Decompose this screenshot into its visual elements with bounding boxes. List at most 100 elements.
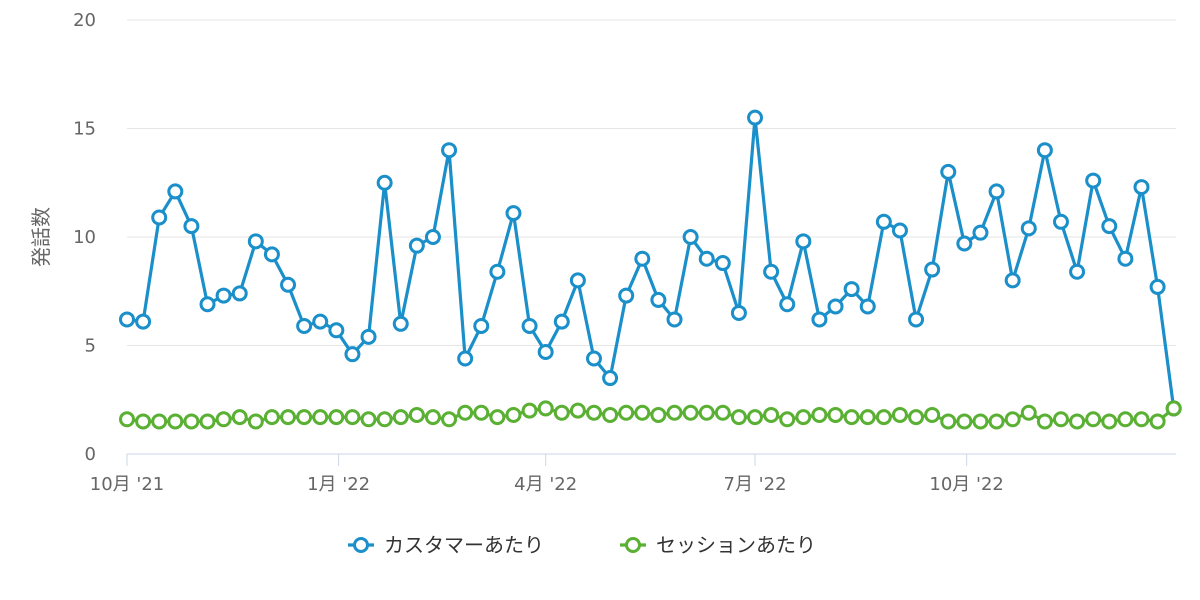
data-point[interactable] — [924, 406, 941, 423]
data-point[interactable] — [666, 404, 683, 421]
data-point[interactable] — [988, 183, 1005, 200]
data-point[interactable] — [167, 413, 184, 430]
data-point[interactable] — [730, 304, 747, 321]
data-point[interactable] — [682, 229, 699, 245]
data-point[interactable] — [199, 413, 216, 430]
data-point[interactable] — [859, 409, 876, 426]
data-point[interactable] — [763, 406, 780, 423]
data-point[interactable] — [263, 246, 280, 263]
data-point[interactable] — [296, 409, 313, 426]
data-point[interactable] — [940, 163, 957, 180]
data-point[interactable] — [747, 409, 764, 426]
data-point[interactable] — [1133, 411, 1150, 428]
data-point[interactable] — [1117, 250, 1134, 267]
data-point[interactable] — [666, 311, 683, 328]
data-point[interactable] — [602, 406, 619, 423]
data-point[interactable] — [360, 411, 377, 428]
data-point[interactable] — [1149, 413, 1166, 430]
data-point[interactable] — [827, 298, 844, 315]
data-point[interactable] — [328, 409, 345, 426]
data-point[interactable] — [521, 402, 538, 419]
data-point[interactable] — [795, 409, 812, 426]
data-point[interactable] — [231, 285, 248, 302]
data-point[interactable] — [376, 174, 393, 191]
data-point[interactable] — [956, 235, 973, 252]
data-point[interactable] — [151, 209, 168, 226]
legend-item[interactable]: カスタマーあたり — [348, 533, 544, 557]
data-point[interactable] — [505, 406, 522, 423]
data-point[interactable] — [795, 233, 812, 250]
data-point[interactable] — [441, 142, 458, 159]
data-point[interactable] — [602, 370, 619, 387]
data-point[interactable] — [489, 409, 506, 426]
data-point[interactable] — [247, 413, 264, 430]
legend-item[interactable]: セッションあたり — [620, 533, 816, 557]
data-point[interactable] — [891, 222, 908, 239]
data-point[interactable] — [360, 328, 377, 345]
data-point[interactable] — [215, 411, 232, 428]
data-point[interactable] — [650, 406, 667, 423]
data-point[interactable] — [441, 411, 458, 428]
data-point[interactable] — [1149, 278, 1166, 295]
data-point[interactable] — [940, 413, 957, 430]
data-point[interactable] — [1052, 411, 1069, 428]
data-point[interactable] — [521, 317, 538, 334]
data-point[interactable] — [119, 411, 135, 428]
data-point[interactable] — [779, 296, 796, 313]
data-point[interactable] — [280, 276, 297, 293]
data-point[interactable] — [634, 250, 651, 267]
data-point[interactable] — [424, 229, 441, 245]
data-point[interactable] — [183, 218, 200, 235]
data-point[interactable] — [1085, 172, 1102, 189]
data-point[interactable] — [263, 409, 280, 426]
data-point[interactable] — [199, 296, 216, 313]
data-point[interactable] — [1101, 218, 1118, 235]
data-point[interactable] — [714, 255, 731, 272]
data-point[interactable] — [843, 409, 860, 426]
data-point[interactable] — [811, 406, 828, 423]
data-point[interactable] — [811, 311, 828, 328]
data-point[interactable] — [875, 213, 892, 230]
data-point[interactable] — [167, 183, 184, 200]
data-point[interactable] — [1133, 179, 1150, 196]
data-point[interactable] — [698, 404, 715, 421]
data-point[interactable] — [1101, 413, 1118, 430]
data-point[interactable] — [473, 317, 490, 334]
data-point[interactable] — [1117, 411, 1134, 428]
data-point[interactable] — [908, 311, 925, 328]
data-point[interactable] — [1036, 142, 1053, 159]
data-point[interactable] — [1020, 220, 1037, 237]
data-point[interactable] — [376, 411, 393, 428]
data-point[interactable] — [328, 322, 345, 339]
data-point[interactable] — [908, 409, 925, 426]
data-point[interactable] — [843, 281, 860, 298]
data-point[interactable] — [1036, 413, 1053, 430]
data-point[interactable] — [827, 406, 844, 423]
data-point[interactable] — [1069, 413, 1086, 430]
data-point[interactable] — [875, 409, 892, 426]
data-point[interactable] — [730, 409, 747, 426]
data-point[interactable] — [424, 409, 441, 426]
data-point[interactable] — [344, 409, 361, 426]
data-point[interactable] — [183, 413, 200, 430]
data-point[interactable] — [1085, 411, 1102, 428]
data-point[interactable] — [698, 250, 715, 267]
data-point[interactable] — [537, 344, 554, 361]
data-point[interactable] — [618, 287, 635, 304]
data-point[interactable] — [891, 406, 908, 423]
data-point[interactable] — [215, 287, 232, 304]
data-point[interactable] — [682, 404, 699, 421]
data-point[interactable] — [135, 313, 152, 330]
data-point[interactable] — [457, 404, 474, 421]
data-point[interactable] — [634, 404, 651, 421]
data-point[interactable] — [553, 313, 570, 330]
data-point[interactable] — [1069, 263, 1086, 280]
data-point[interactable] — [505, 205, 522, 222]
data-point[interactable] — [972, 224, 989, 241]
data-point[interactable] — [1004, 272, 1021, 289]
data-point[interactable] — [553, 404, 570, 421]
data-point[interactable] — [1020, 404, 1037, 421]
data-point[interactable] — [924, 261, 941, 278]
data-point[interactable] — [1165, 400, 1182, 417]
data-point[interactable] — [392, 409, 409, 426]
